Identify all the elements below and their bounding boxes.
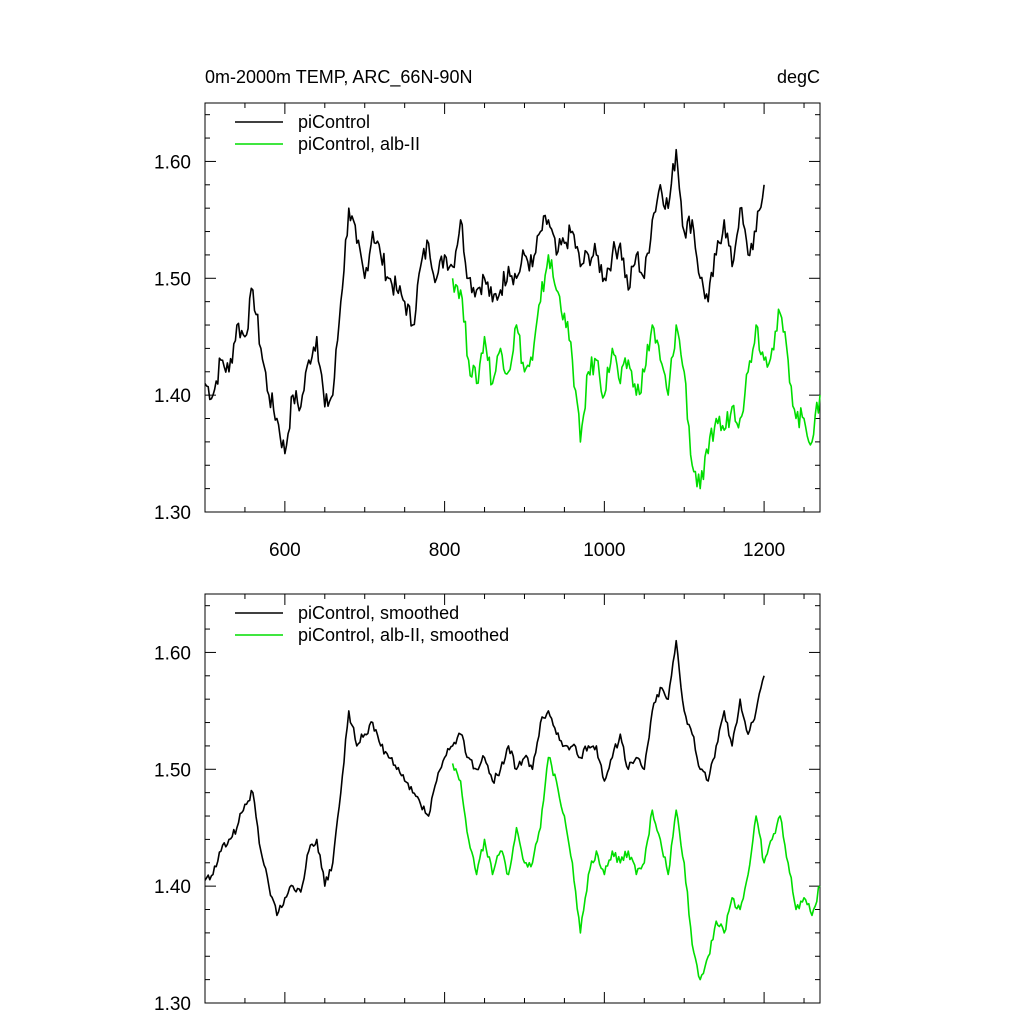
- series-line-picontrol: [204, 148, 765, 455]
- y-tick-label: 1.60: [154, 643, 191, 664]
- x-tick-label: 1000: [583, 540, 625, 561]
- axis-ticks: [204, 594, 820, 1004]
- y-tick-label: 1.40: [154, 386, 191, 407]
- x-tick-label: 800: [429, 540, 461, 561]
- y-tick-label: 1.50: [154, 269, 191, 290]
- series-lines: [204, 148, 821, 490]
- plot-frame: [204, 593, 821, 1004]
- series-line-alb-ii: [451, 254, 821, 490]
- axis-ticks: [204, 103, 820, 513]
- series-line-alb-ii: [451, 756, 821, 981]
- y-tick-label: 1.60: [154, 152, 191, 173]
- legend-label: piControl, alb-II: [298, 134, 420, 154]
- plot-frame: [204, 102, 821, 513]
- legend-label: piControl, alb-II, smoothed: [298, 625, 509, 645]
- x-tick-label: 1200: [743, 540, 785, 561]
- y-tick-label: 1.50: [154, 760, 191, 781]
- y-tick-label: 1.30: [154, 503, 191, 524]
- x-tick-labels: 600 800 1000 1200: [269, 540, 785, 561]
- y-tick-label: 1.30: [154, 994, 191, 1015]
- x-tick-label: 600: [269, 540, 301, 561]
- legend-label: piControl: [298, 112, 370, 132]
- y-tick-label: 1.40: [154, 877, 191, 898]
- y-tick-labels: 1.30 1.40 1.50 1.60: [154, 643, 191, 1015]
- series-lines: [204, 639, 821, 981]
- y-tick-labels: 1.30 1.40 1.50 1.60: [154, 152, 191, 524]
- legend-label: piControl, smoothed: [298, 603, 459, 623]
- top-panel: 1.30 1.40 1.50 1.60 600 800 1000 1200 piContro…: [154, 102, 821, 561]
- series-line-picontrol: [204, 639, 765, 917]
- bottom-panel: 1.30 1.40 1.50 1.60 piControl, smoothedpiCo…: [154, 593, 821, 1015]
- units-label: degC: [777, 67, 820, 87]
- figure-title: 0m-2000m TEMP, ARC_66N-90N: [205, 67, 472, 88]
